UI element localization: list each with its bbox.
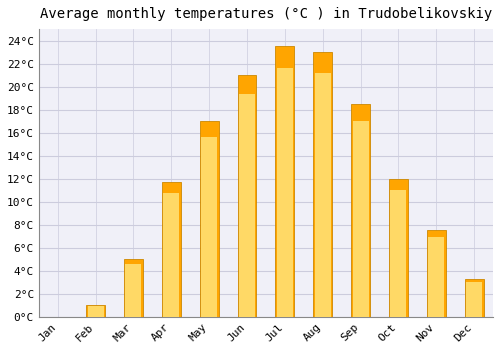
Bar [164, 193, 179, 317]
Bar [313, 52, 332, 317]
Bar [162, 182, 181, 317]
Bar [126, 264, 142, 317]
Bar [390, 190, 406, 317]
Bar [389, 179, 408, 317]
Bar [88, 306, 104, 317]
Bar [351, 104, 370, 317]
Bar [200, 121, 218, 317]
Bar [276, 46, 294, 317]
Bar [201, 137, 217, 317]
Bar [466, 282, 482, 317]
Bar [239, 94, 255, 317]
Bar [124, 259, 143, 317]
Title: Average monthly temperatures (°C ) in Trudobelikovskiy: Average monthly temperatures (°C ) in Tr… [40, 7, 492, 21]
Bar [238, 75, 256, 317]
Bar [315, 73, 330, 317]
Bar [86, 305, 105, 317]
Bar [428, 237, 444, 317]
Bar [464, 279, 483, 317]
Bar [277, 68, 293, 317]
Bar [352, 121, 368, 317]
Bar [427, 231, 446, 317]
